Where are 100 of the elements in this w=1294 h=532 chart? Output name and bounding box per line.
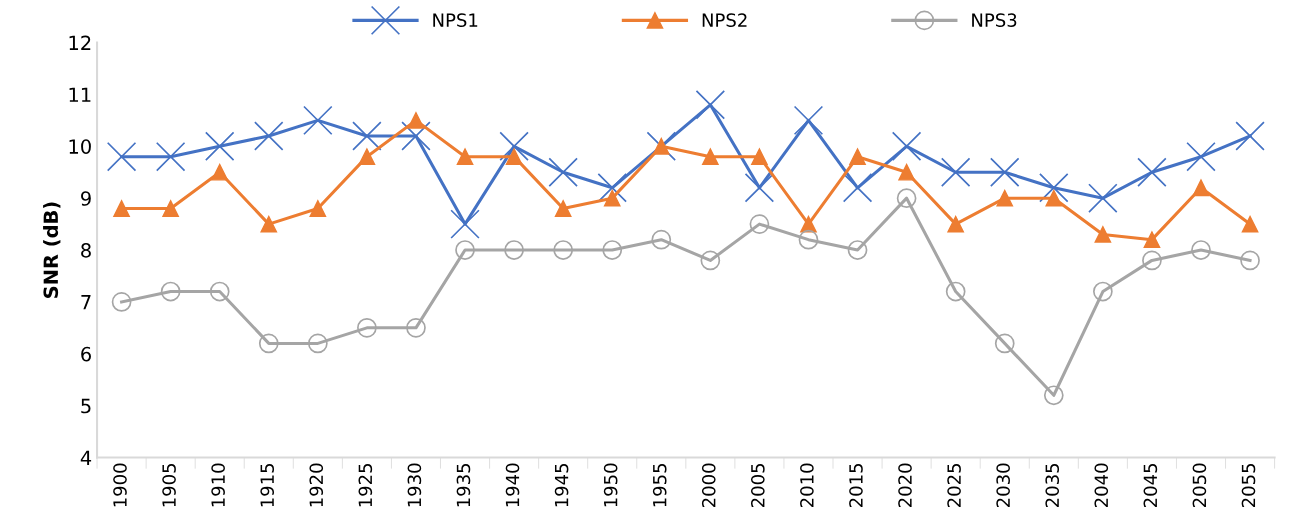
point	[603, 189, 621, 207]
y-tick-label: 5	[81, 398, 91, 414]
x-tick-label: 2005	[751, 463, 765, 508]
x-tick-label: 1925	[358, 463, 373, 507]
point	[407, 112, 425, 129]
x-tick-label: 1905	[162, 463, 176, 507]
x-tick-label: 2030	[996, 463, 1010, 508]
point	[1088, 183, 1118, 213]
point	[554, 200, 572, 217]
point	[1045, 189, 1063, 207]
point	[749, 214, 770, 234]
y-axis-title: SNR (dB)	[43, 202, 61, 298]
point	[450, 209, 480, 239]
point	[602, 240, 623, 260]
x-tick-label: 2035	[1045, 463, 1060, 508]
point	[947, 215, 965, 233]
x-tick-label: 2045	[1143, 463, 1158, 508]
point	[1191, 240, 1211, 260]
point	[106, 141, 137, 172]
point	[1094, 226, 1112, 243]
point	[209, 281, 230, 302]
point	[1039, 173, 1069, 203]
point	[258, 333, 279, 354]
x-tick-label: 2050	[1192, 463, 1207, 508]
y-tick-label: 6	[81, 346, 91, 362]
point	[303, 105, 333, 136]
y-tick-label: 8	[81, 243, 91, 258]
y-tick-label: 12	[69, 35, 91, 50]
x-tick-label: 1940	[505, 463, 520, 507]
point	[358, 148, 376, 166]
point	[155, 141, 186, 172]
x-tick-label: 1950	[603, 463, 618, 507]
legend-label: NPS3	[972, 13, 1017, 27]
point	[553, 240, 574, 260]
point	[1192, 179, 1210, 197]
point	[260, 215, 278, 233]
point	[849, 148, 866, 166]
point	[793, 105, 824, 136]
y-tick-label: 7	[81, 295, 91, 310]
x-tick-label: 2010	[800, 463, 814, 508]
point	[700, 250, 721, 271]
point	[111, 292, 132, 312]
point	[1235, 121, 1265, 151]
legend-label: NPS1	[433, 13, 478, 27]
point	[401, 121, 431, 151]
point	[456, 148, 474, 166]
x-tick-label: 2040	[1094, 463, 1109, 508]
point	[1093, 281, 1113, 302]
point	[455, 240, 475, 260]
point	[1143, 231, 1161, 249]
point	[896, 188, 917, 209]
point	[798, 229, 819, 250]
x-tick-label: 1900	[113, 463, 127, 507]
point	[744, 173, 775, 203]
point	[1137, 157, 1167, 187]
point	[357, 317, 377, 338]
point	[113, 200, 130, 217]
x-tick-label: 1945	[554, 463, 569, 507]
point	[1142, 250, 1162, 271]
x-tick-label: 1910	[211, 463, 225, 507]
point	[548, 157, 578, 187]
x-tick-label: 2025	[947, 463, 961, 508]
point	[254, 121, 284, 151]
point	[994, 333, 1015, 354]
x-tick-label: 1915	[260, 463, 275, 507]
point	[751, 148, 768, 166]
point	[352, 121, 382, 151]
x-tick-label: 2000	[701, 463, 716, 508]
point	[499, 131, 529, 162]
point	[702, 148, 719, 166]
point	[891, 131, 922, 162]
x-tick-label: 1920	[309, 463, 324, 507]
point	[996, 189, 1014, 207]
x-tick-label: 1935	[456, 463, 471, 507]
x-tick-label: 1930	[407, 463, 422, 507]
point	[505, 148, 523, 166]
x-tick-label: 2015	[849, 463, 863, 508]
point	[162, 200, 179, 217]
point	[1043, 385, 1064, 406]
point	[898, 163, 915, 181]
point	[847, 240, 868, 260]
point	[309, 200, 327, 217]
point	[1186, 141, 1216, 172]
x-tick-label: 1955	[652, 463, 667, 507]
point	[160, 281, 181, 302]
point	[307, 333, 328, 354]
point	[940, 157, 971, 187]
legend-label: NPS2	[702, 13, 747, 27]
point	[211, 163, 229, 181]
y-tick-label: 10	[69, 139, 91, 154]
point	[504, 240, 524, 260]
x-tick-label: 2055	[1241, 463, 1256, 508]
y-tick-label: 11	[69, 87, 91, 102]
point	[406, 317, 426, 338]
point	[945, 281, 966, 302]
point	[695, 90, 726, 120]
point	[1240, 250, 1260, 271]
x-tick-label: 2020	[898, 463, 912, 508]
point	[651, 229, 672, 250]
point	[1241, 215, 1259, 233]
